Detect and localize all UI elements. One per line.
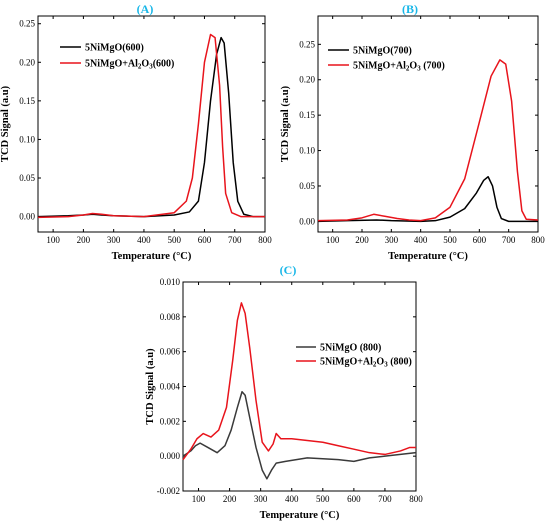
y-tick-label: 0.05: [19, 173, 35, 183]
x-tick-label: 500: [443, 235, 457, 245]
x-tick-label: 600: [198, 235, 212, 245]
plot-frame: [317, 15, 539, 233]
y-axis-title: TCD Signal (a.u): [0, 85, 11, 162]
y-tick-label: 0.25: [19, 19, 35, 29]
x-tick-label: 500: [316, 494, 330, 504]
y-tick-label: 0.20: [19, 57, 35, 67]
x-tick-label: 700: [228, 235, 242, 245]
x-tick-label: 400: [285, 494, 299, 504]
chart-panel: (C) 100 200 300 400 500 600 700 800 -0.002 0.000 0.…: [145, 263, 423, 521]
x-tick-label: 100: [46, 235, 60, 245]
series-line: [37, 36, 265, 218]
x-axis-title: Temperature (°C): [260, 510, 340, 521]
x-axis-title: Temperature (°C): [388, 251, 468, 262]
chart-panel: (B) 100 200 300 400 500 600 700 800 0.00 0.05 0.10 0…: [280, 2, 545, 262]
legend-label: 5NiMgO (800): [320, 343, 381, 354]
y-tick-label: 0.000: [160, 451, 181, 461]
series-line: [317, 59, 539, 222]
panel-label: (B): [402, 2, 418, 16]
x-tick-label: 800: [531, 235, 545, 245]
series-line: [37, 33, 265, 219]
y-tick-label: 0.10: [19, 134, 35, 144]
y-tick-label: 0.10: [299, 146, 315, 156]
x-tick-label: 600: [473, 235, 487, 245]
y-tick-label: -0.002: [157, 486, 180, 496]
y-tick-label: 0.05: [299, 181, 315, 191]
x-tick-label: 300: [385, 235, 399, 245]
y-tick-label: 0.010: [160, 277, 181, 287]
x-tick-label: 300: [107, 235, 121, 245]
chart-panel: (A) 100 200 300 400 500 600 700 800 0.00 0.05 0.10 0…: [0, 2, 272, 262]
legend-label: 5NiMgO(700): [353, 46, 412, 57]
x-axis-title: Temperature (°C): [112, 251, 192, 262]
x-tick-label: 100: [326, 235, 340, 245]
series-line: [182, 390, 417, 480]
x-tick-label: 600: [347, 494, 361, 504]
series-line: [182, 302, 416, 461]
x-tick-label: 400: [137, 235, 151, 245]
x-tick-label: 100: [192, 494, 206, 504]
x-tick-label: 700: [502, 235, 516, 245]
y-axis-title: TCD Signal (a.u): [280, 85, 291, 162]
legend-label: 5NiMgO(600): [85, 43, 144, 54]
y-tick-label: 0.15: [299, 110, 315, 120]
x-tick-label: 800: [258, 235, 272, 245]
y-tick-label: 0.006: [160, 347, 181, 357]
x-tick-label: 500: [167, 235, 181, 245]
y-tick-label: 0.004: [160, 382, 181, 392]
y-tick-label: 0.00: [299, 216, 315, 226]
y-tick-label: 0.25: [299, 39, 315, 49]
y-tick-label: 0.00: [19, 212, 35, 222]
y-tick-label: 0.20: [299, 75, 315, 85]
y-tick-label: 0.008: [160, 312, 181, 322]
x-tick-label: 300: [254, 494, 268, 504]
panel-label: (C): [280, 263, 297, 277]
x-tick-label: 200: [355, 235, 369, 245]
x-tick-label: 700: [378, 494, 392, 504]
y-tick-label: 0.002: [160, 416, 180, 426]
x-tick-label: 200: [223, 494, 237, 504]
y-tick-label: 0.15: [19, 96, 35, 106]
x-tick-label: 800: [409, 494, 423, 504]
x-tick-label: 400: [414, 235, 428, 245]
legend-label: 5NiMgO+Al2​O3​(600): [85, 59, 174, 71]
legend-label: 5NiMgO+Al2​O3​ (800): [320, 357, 412, 369]
x-tick-label: 200: [77, 235, 91, 245]
panel-label: (A): [137, 2, 154, 16]
legend-label: 5NiMgO+Al2​O3​ (700): [353, 61, 445, 73]
series-line: [317, 176, 538, 223]
y-axis-title: TCD Signal (a.u): [145, 348, 156, 425]
plot-frame: [37, 15, 266, 233]
